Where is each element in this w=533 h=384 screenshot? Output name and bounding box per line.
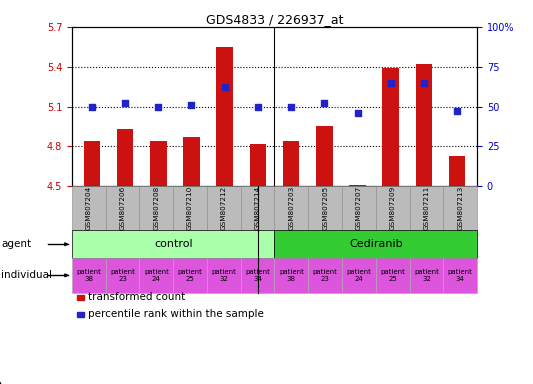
Point — [287, 104, 295, 110]
Text: patient
34: patient 34 — [448, 269, 473, 282]
Text: Cediranib: Cediranib — [349, 239, 402, 249]
Text: GSM807209: GSM807209 — [390, 186, 395, 230]
Text: transformed count: transformed count — [88, 292, 185, 302]
Point — [121, 100, 130, 106]
Text: patient
24: patient 24 — [144, 269, 169, 282]
Bar — [183, 137, 200, 186]
Bar — [84, 141, 100, 186]
Text: GSM807210: GSM807210 — [187, 186, 193, 230]
Bar — [150, 141, 167, 186]
Text: patient
23: patient 23 — [110, 269, 135, 282]
Point — [87, 104, 96, 110]
Bar — [316, 126, 333, 186]
Text: agent: agent — [1, 239, 31, 249]
Bar — [117, 129, 133, 186]
Text: patient
25: patient 25 — [177, 269, 203, 282]
Text: GSM807212: GSM807212 — [221, 186, 227, 230]
Point — [320, 100, 328, 106]
Bar — [283, 141, 300, 186]
Text: GSM807204: GSM807204 — [86, 186, 92, 230]
Text: patient
34: patient 34 — [245, 269, 270, 282]
Point — [221, 84, 229, 91]
Text: individual: individual — [1, 270, 52, 280]
Point — [154, 104, 163, 110]
Point — [453, 108, 462, 114]
Text: patient
23: patient 23 — [313, 269, 337, 282]
Text: GSM807205: GSM807205 — [322, 186, 328, 230]
Text: GSM807206: GSM807206 — [119, 186, 126, 230]
Text: patient
32: patient 32 — [212, 269, 236, 282]
Text: GSM807203: GSM807203 — [288, 186, 294, 230]
Title: GDS4833 / 226937_at: GDS4833 / 226937_at — [206, 13, 343, 26]
Point — [353, 110, 362, 116]
Text: patient
25: patient 25 — [380, 269, 405, 282]
Bar — [382, 68, 399, 186]
Point — [386, 79, 395, 86]
Bar — [416, 64, 432, 186]
Text: GSM807208: GSM807208 — [154, 186, 159, 230]
Point — [419, 79, 428, 86]
Bar — [349, 185, 366, 186]
Text: GSM807211: GSM807211 — [423, 186, 430, 230]
Text: patient
32: patient 32 — [414, 269, 439, 282]
Text: GSM807214: GSM807214 — [255, 186, 261, 230]
Text: GSM807213: GSM807213 — [457, 186, 463, 230]
Text: control: control — [154, 239, 192, 249]
Text: GSM807207: GSM807207 — [356, 186, 362, 230]
Text: patient
38: patient 38 — [76, 269, 101, 282]
Bar — [216, 47, 233, 186]
Text: patient
38: patient 38 — [279, 269, 304, 282]
Bar — [449, 156, 465, 186]
Text: percentile rank within the sample: percentile rank within the sample — [88, 310, 264, 319]
Bar — [249, 144, 266, 186]
Text: patient
24: patient 24 — [346, 269, 372, 282]
Point — [187, 102, 196, 108]
Point — [254, 104, 262, 110]
